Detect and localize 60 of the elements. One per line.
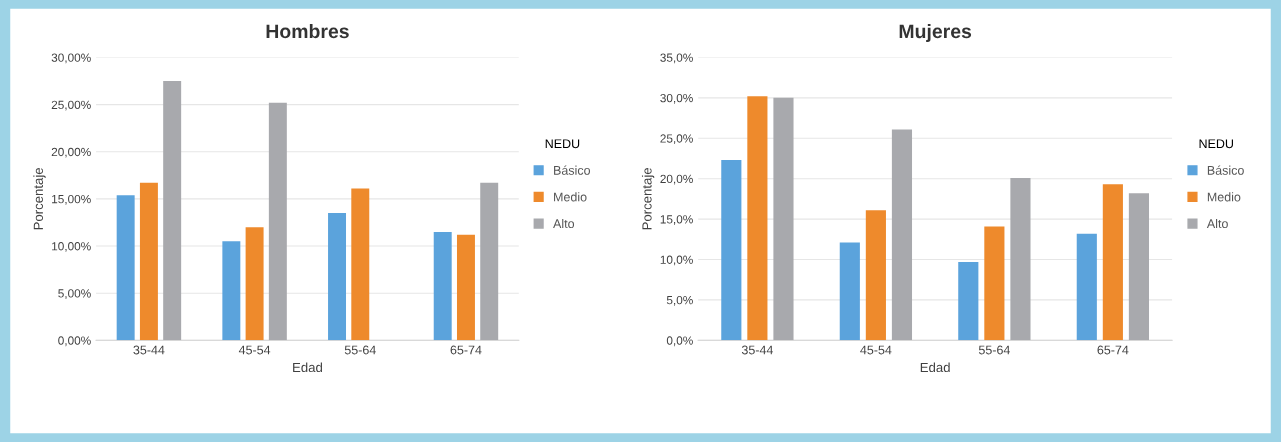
bar: [1076, 233, 1097, 341]
bar: [747, 96, 768, 341]
legend-label: Alto: [553, 218, 575, 229]
bar: [984, 226, 1005, 341]
x-axis-title: Edad: [293, 362, 322, 373]
y-tick-label: 30,0%: [660, 93, 693, 104]
legend-label: Medio: [1207, 192, 1241, 202]
legend-title: NEDU: [1199, 139, 1233, 149]
x-tick-label: 45-54: [860, 345, 892, 355]
y-tick-label: 35,0%: [660, 53, 693, 64]
bar: [958, 261, 979, 341]
x-tick-label: 65-74: [1097, 345, 1129, 355]
y-tick-label: 5,0%: [666, 295, 693, 306]
y-tick-label: 10,00%: [52, 242, 91, 252]
y-tick-label: 25,00%: [51, 100, 91, 111]
bar: [139, 182, 158, 341]
x-axis-title: Edad: [920, 362, 950, 373]
bar: [1102, 184, 1123, 341]
x-tick-label: 35-44: [133, 345, 165, 355]
bar: [222, 241, 241, 341]
chart-title: Mujeres: [899, 23, 972, 43]
bar: [328, 213, 347, 341]
y-tick-label: 20,0%: [660, 174, 693, 185]
x-tick-label: 45-54: [238, 345, 271, 355]
y-tick-label: 25,0%: [660, 134, 693, 145]
x-tick-label: 35-44: [741, 345, 774, 355]
y-axis-title: Porcentaje: [33, 167, 46, 230]
y-tick-label: 15,00%: [52, 194, 91, 205]
y-tick-label: 5,00%: [58, 289, 91, 299]
bar: [116, 195, 135, 341]
bar: [721, 160, 742, 341]
legend-label: Básico: [1207, 165, 1244, 175]
y-tick-label: 10,0%: [660, 255, 693, 266]
y-tick-label: 20,00%: [51, 147, 91, 158]
bar: [839, 242, 860, 341]
y-tick-label: 0,0%: [666, 336, 693, 347]
legend-label: Alto: [1206, 218, 1228, 229]
bar: [268, 102, 287, 341]
bar: [1128, 193, 1150, 341]
y-axis-title: Porcentaje: [641, 167, 655, 230]
bar: [1010, 177, 1031, 341]
y-tick-label: 15,0%: [660, 215, 693, 225]
bar: [245, 227, 264, 341]
bar: [891, 129, 913, 341]
bar: [163, 81, 182, 341]
chart-title: Hombres: [266, 23, 349, 39]
legend-label: Básico: [554, 165, 591, 175]
legend-title: NEDU: [545, 139, 580, 149]
y-tick-label: 0,00%: [58, 336, 91, 347]
bar: [773, 97, 794, 341]
bar: [433, 231, 452, 341]
x-tick-label: 55-64: [344, 345, 376, 355]
bar: [865, 210, 886, 341]
legend-label: Medio: [554, 192, 587, 202]
x-tick-label: 55-64: [978, 345, 1010, 355]
y-tick-label: 30,00%: [51, 53, 91, 64]
bar: [480, 182, 499, 341]
bar: [351, 188, 370, 341]
x-tick-label: 65-74: [450, 345, 482, 355]
bar: [456, 234, 475, 341]
